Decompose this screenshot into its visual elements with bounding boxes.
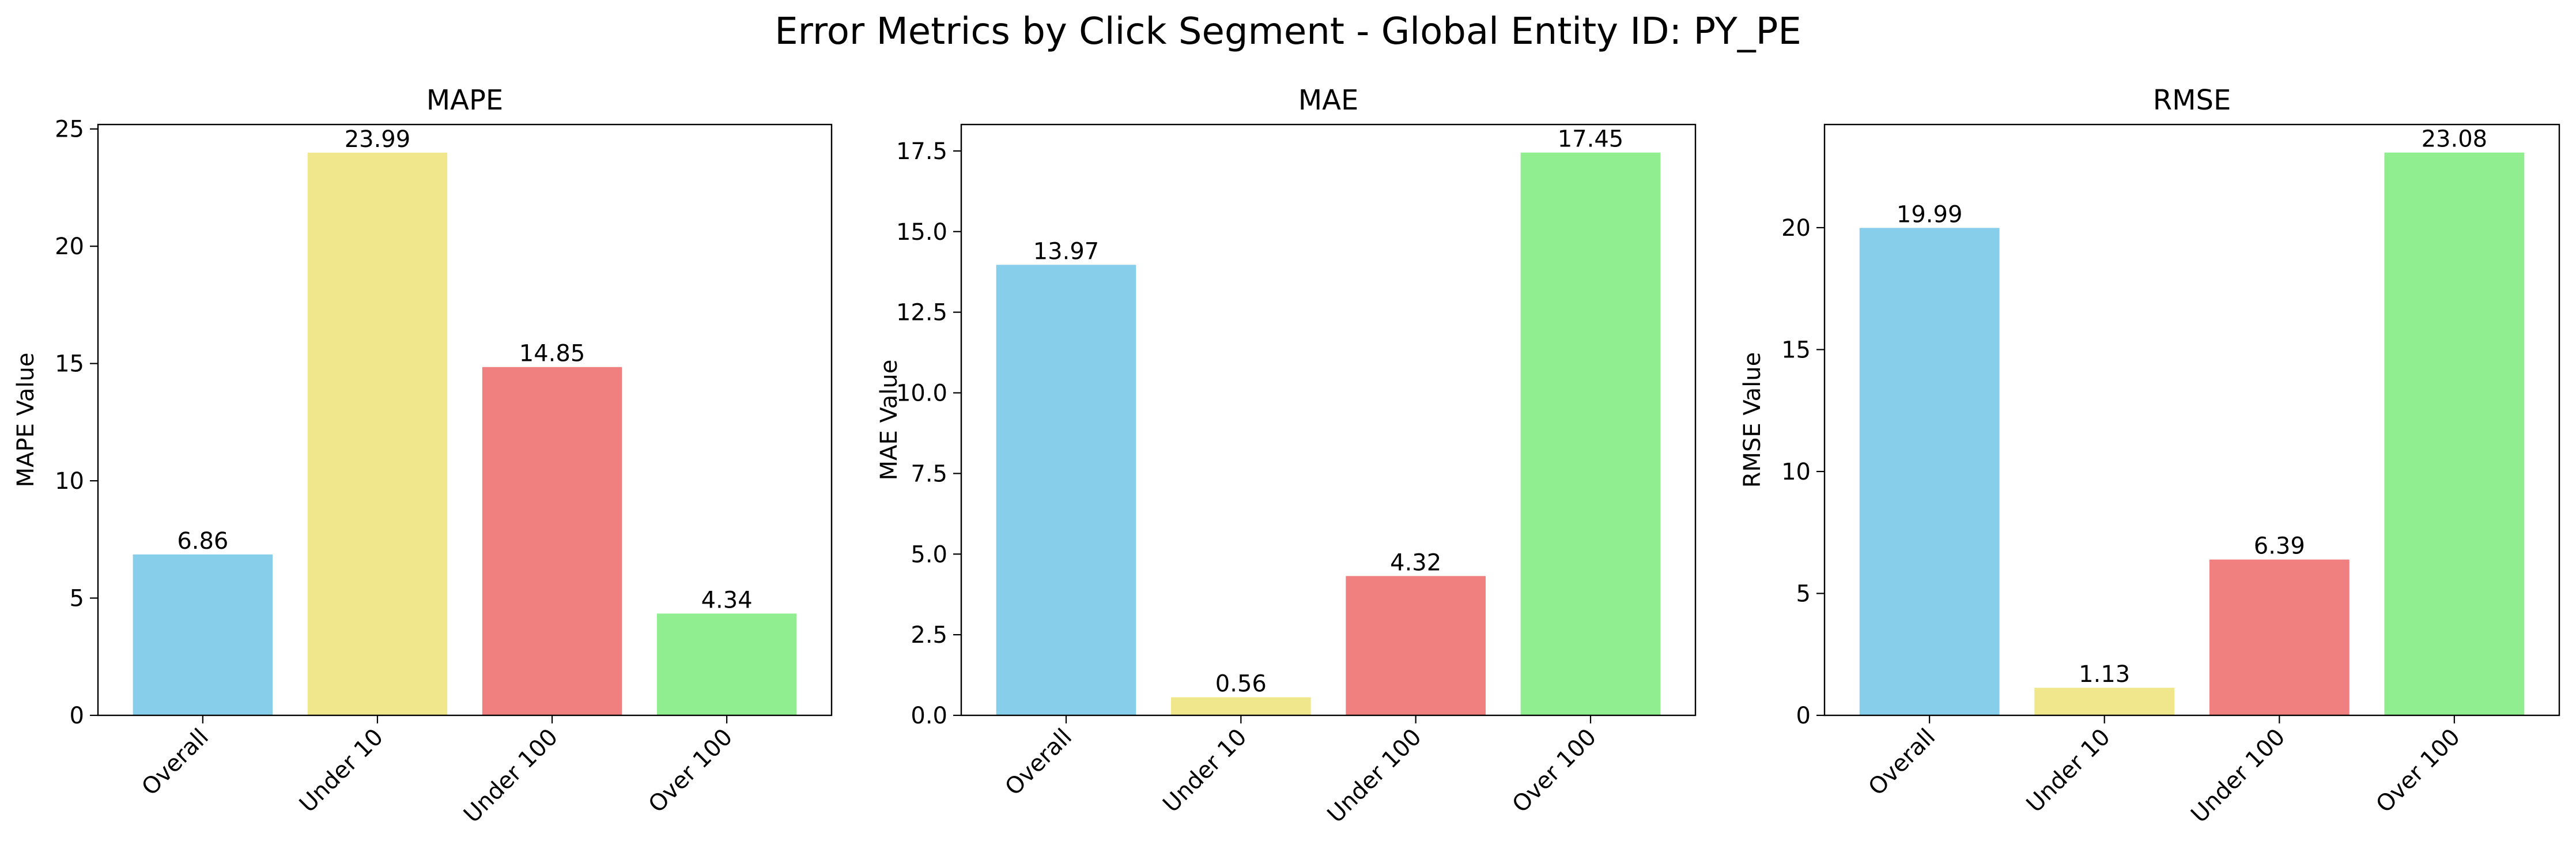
bar-over-100 (1520, 152, 1661, 716)
bar-value-label: 23.08 (2422, 126, 2488, 153)
y-tick-label: 15 (1781, 337, 1811, 363)
bar-value-label: 6.39 (2254, 533, 2305, 560)
y-tick-label: 12.5 (896, 300, 947, 326)
axes-frame (97, 123, 833, 717)
chart-title: RMSE (2153, 84, 2231, 116)
bar-over-100 (656, 613, 797, 715)
bar-value-label: 14.85 (519, 341, 586, 367)
y-tick-label: 20 (55, 233, 84, 260)
bar-overall (133, 554, 273, 715)
y-tick-label: 10 (1781, 459, 1811, 485)
y-tick-label: 10.0 (896, 380, 947, 407)
y-tick-label: 15.0 (896, 219, 947, 246)
figure-suptitle: Error Metrics by Click Segment - Global … (775, 10, 1801, 53)
y-axis-label: RMSE Value (1739, 352, 1766, 488)
y-axis-label: MAPE Value (13, 353, 39, 488)
bar-value-label: 23.99 (345, 126, 411, 153)
bar-under-10 (307, 152, 448, 716)
bar-under-100 (2209, 559, 2350, 715)
y-tick-label: 2.5 (911, 622, 947, 648)
y-tick-label: 0 (1796, 703, 1811, 729)
bar-overall (996, 265, 1136, 715)
axes-frame (1823, 123, 2560, 717)
y-tick-label: 0 (70, 703, 84, 729)
y-tick-label: 5.0 (911, 541, 947, 568)
y-tick-label: 0.0 (911, 703, 947, 729)
bar-value-label: 17.45 (1558, 126, 1624, 153)
y-tick-label: 10 (55, 468, 84, 495)
y-axis-label: MAE Value (876, 360, 902, 481)
bar-under-10 (2034, 688, 2175, 715)
y-tick-label: 5 (70, 586, 84, 612)
y-tick-label: 5 (1796, 580, 1811, 607)
bar-under-100 (1346, 576, 1486, 715)
bar-value-label: 4.34 (701, 587, 753, 613)
bar-under-100 (482, 367, 622, 715)
y-tick-label: 17.5 (896, 138, 947, 165)
axes-frame (960, 123, 1697, 717)
bar-under-10 (1171, 697, 1311, 715)
bar-over-100 (2384, 152, 2525, 715)
bar-value-label: 4.32 (1390, 549, 1441, 576)
y-tick-label: 25 (55, 116, 84, 143)
y-tick-label: 20 (1781, 215, 1811, 242)
y-tick-label: 15 (55, 351, 84, 378)
chart-title: MAE (1298, 84, 1359, 116)
bar-overall (1859, 228, 2000, 716)
bar-value-label: 19.99 (1897, 201, 1963, 228)
y-tick-label: 7.5 (911, 461, 947, 487)
bar-value-label: 13.97 (1033, 238, 1100, 265)
bar-value-label: 0.56 (1215, 671, 1267, 697)
chart-title: MAPE (426, 84, 504, 116)
bar-value-label: 1.13 (2079, 661, 2130, 688)
bar-value-label: 6.86 (177, 528, 228, 555)
